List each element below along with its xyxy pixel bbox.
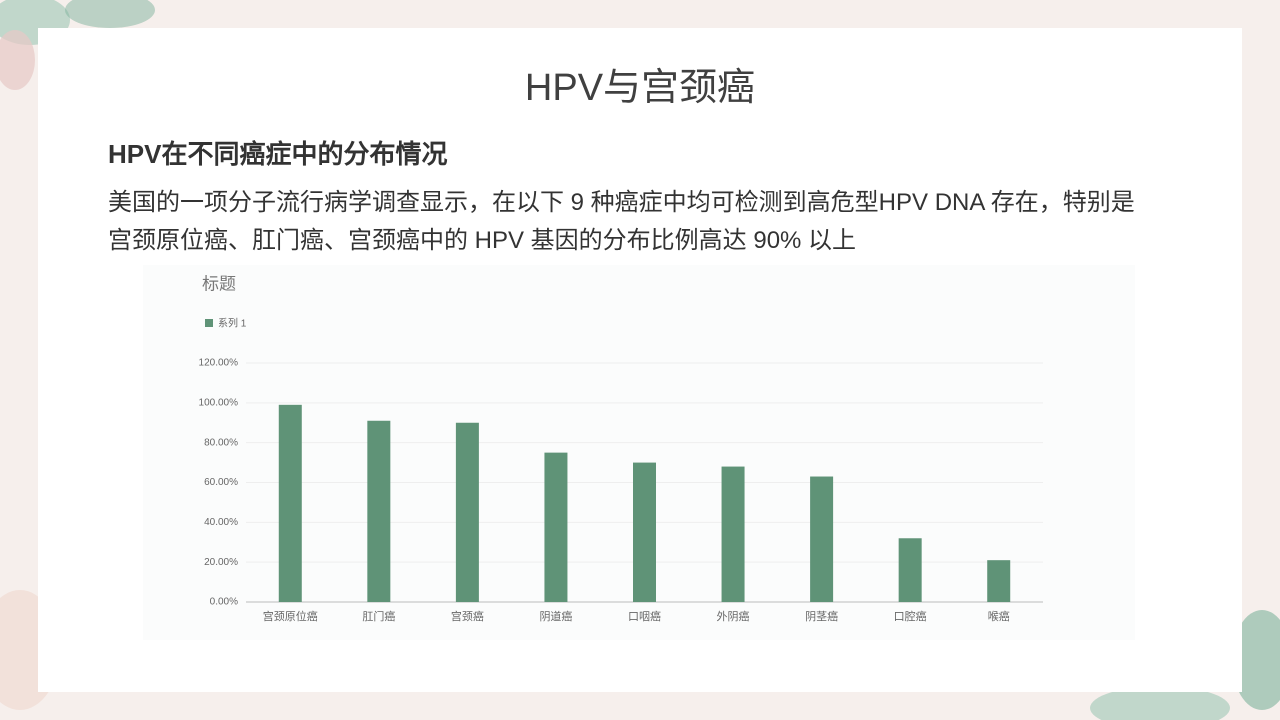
x-tick-label: 宫颈原位癌 (263, 609, 318, 623)
y-tick-label: 0.00% (210, 597, 238, 608)
bar (633, 462, 656, 602)
bar (455, 422, 479, 602)
bar (367, 420, 391, 602)
bar (810, 476, 834, 602)
x-tick-label: 肛门癌 (362, 609, 395, 623)
paragraph-line: 美国的一项分子流行病学调查显示，在以下 9 种癌症中均可检测到高危型HPV DN… (108, 189, 1135, 216)
slide-title: HPV与宫颈癌 (524, 67, 756, 109)
y-tick-label: 80.00% (204, 437, 238, 448)
x-tick-label: 口腔癌 (894, 609, 927, 623)
paragraph-line: 宫颈原位癌、肛门癌、宫颈癌中的 HPV 基因的分布比例高达 90% 以上 (108, 227, 857, 254)
y-tick-label: 20.00% (204, 557, 238, 568)
bar (898, 538, 922, 602)
y-tick-label: 40.00% (204, 517, 238, 528)
legend-swatch (205, 319, 213, 327)
x-tick-label: 宫颈癌 (451, 609, 484, 623)
x-tick-label: 外阴癌 (717, 609, 750, 623)
y-tick-label: 100.00% (199, 397, 239, 408)
legend-label: 系列 1 (218, 317, 247, 330)
bar (987, 560, 1011, 602)
y-tick-label: 120.00% (199, 358, 239, 369)
y-tick-label: 60.00% (204, 477, 238, 488)
x-tick-label: 阴茎癌 (805, 609, 838, 623)
paragraph: 美国的一项分子流行病学调查显示，在以下 9 种癌症中均可检测到高危型HPV DN… (108, 184, 1135, 260)
x-tick-label: 阴道癌 (539, 609, 572, 623)
bar (278, 404, 302, 602)
heading: HPV在不同癌症中的分布情况 (108, 139, 448, 169)
bar (544, 452, 568, 602)
x-tick-label: 喉癌 (988, 609, 1010, 623)
x-tick-label: 口咽癌 (628, 609, 661, 623)
chart-title: 标题 (202, 274, 236, 293)
bar (721, 466, 745, 602)
